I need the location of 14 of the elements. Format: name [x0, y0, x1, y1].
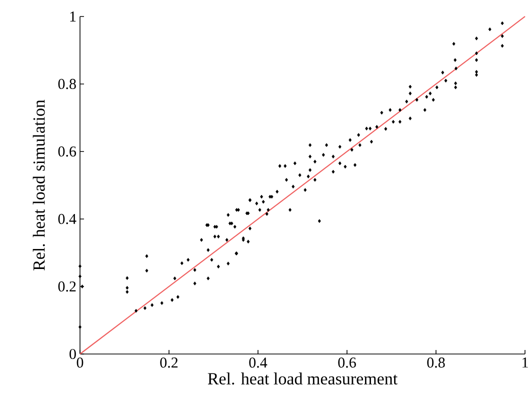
x-tick-label: 0.6 [338, 358, 356, 368]
y-axis-title: Rel. heat load simulation [32, 100, 45, 270]
y-tick-label: 1 [70, 12, 76, 22]
x-tick-label: 0.4 [249, 358, 268, 368]
y-tick-label: 0.4 [58, 214, 76, 224]
x-tick-label: 0 [76, 358, 84, 368]
y-tick-label: 0.2 [58, 281, 76, 292]
y-tick-label: 0 [70, 348, 76, 360]
x-tick-label: 0.8 [427, 358, 445, 368]
y-tick-label: 0.6 [58, 146, 76, 157]
x-tick-label: 0.2 [160, 358, 178, 368]
y-tick-label: 0.8 [58, 78, 76, 90]
x-axis-title: Rel. heat load measurement [208, 372, 398, 385]
x-tick-label: 1 [522, 358, 528, 368]
